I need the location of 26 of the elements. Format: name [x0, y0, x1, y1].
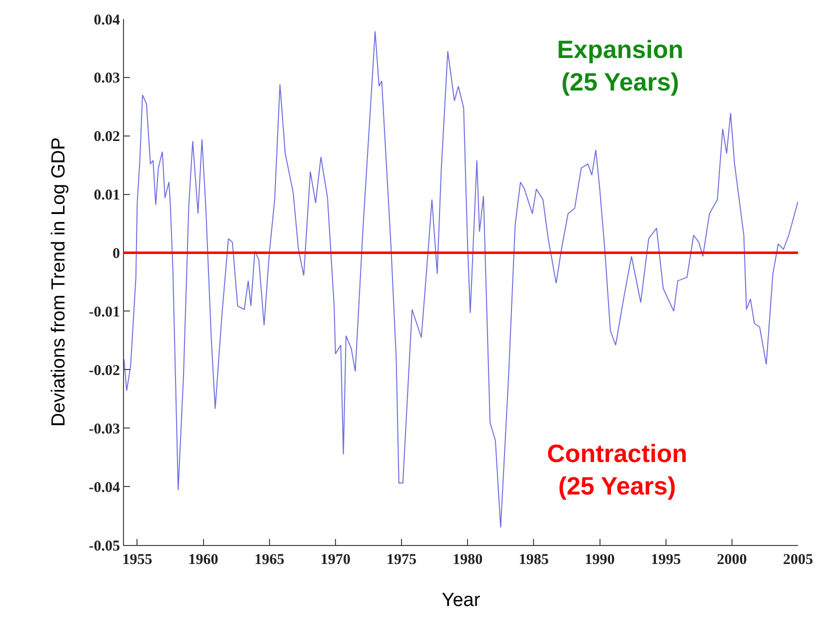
x-tick-label: 1975: [386, 552, 417, 568]
x-tick-label: 1960: [188, 552, 218, 568]
x-tick-label: 1985: [518, 552, 549, 568]
annotation: Expansion (25 Years): [557, 36, 684, 96]
y-tick-label: -0.05: [88, 538, 120, 554]
line-series: [124, 30, 798, 528]
y-tick-label: -0.01: [88, 304, 120, 320]
y-tick-label: 0.03: [94, 70, 120, 87]
y-tick-label: 0.04: [94, 12, 120, 28]
x-tick-label: 1970: [320, 552, 350, 568]
y-tick-label: -0.03: [88, 421, 120, 438]
x-tick-label: 1965: [254, 552, 284, 568]
x-tick-label: 1980: [452, 552, 483, 568]
y-tick-label: 0.02: [94, 129, 120, 146]
x-tick-label: 1990: [584, 552, 615, 568]
x-axis-title: Year: [442, 590, 481, 611]
y-tick-label: 0.01: [94, 188, 120, 204]
x-tick-label: 2005: [783, 552, 813, 568]
y-tick-label: -0.04: [88, 480, 120, 496]
y-axis-title: Deviations from Trend in Log GDP: [48, 137, 70, 427]
x-tick-label: 1955: [122, 552, 152, 568]
x-tick-label: 1995: [650, 552, 681, 568]
annotation: Contraction (25 Years): [547, 440, 688, 500]
x-tick-label: 2000: [716, 552, 747, 568]
y-tick-label: -0.02: [88, 362, 120, 379]
y-tick-label: 0: [112, 246, 120, 262]
